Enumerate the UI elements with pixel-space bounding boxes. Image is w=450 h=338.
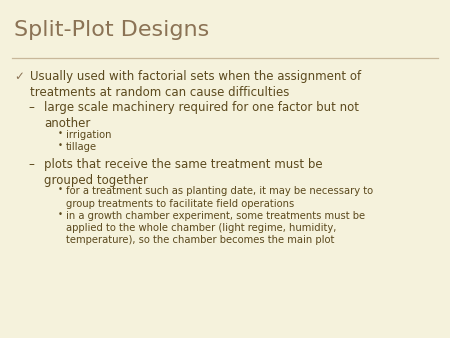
Text: large scale machinery required for one factor but not
another: large scale machinery required for one f… <box>44 101 359 130</box>
Text: –: – <box>28 158 34 171</box>
Text: •: • <box>58 129 63 138</box>
Text: plots that receive the same treatment must be
grouped together: plots that receive the same treatment mu… <box>44 158 323 187</box>
Text: Split-Plot Designs: Split-Plot Designs <box>14 20 209 40</box>
Text: irrigation: irrigation <box>66 130 112 140</box>
Text: in a growth chamber experiment, some treatments must be
applied to the whole cha: in a growth chamber experiment, some tre… <box>66 211 365 245</box>
Text: tillage: tillage <box>66 142 97 152</box>
Text: •: • <box>58 210 63 219</box>
Text: •: • <box>58 185 63 194</box>
Text: ✓: ✓ <box>14 70 24 83</box>
Text: –: – <box>28 101 34 114</box>
Text: •: • <box>58 141 63 150</box>
Text: Usually used with factorial sets when the assignment of
treatments at random can: Usually used with factorial sets when th… <box>30 70 361 99</box>
Text: for a treatment such as planting date, it may be necessary to
group treatments t: for a treatment such as planting date, i… <box>66 186 373 209</box>
